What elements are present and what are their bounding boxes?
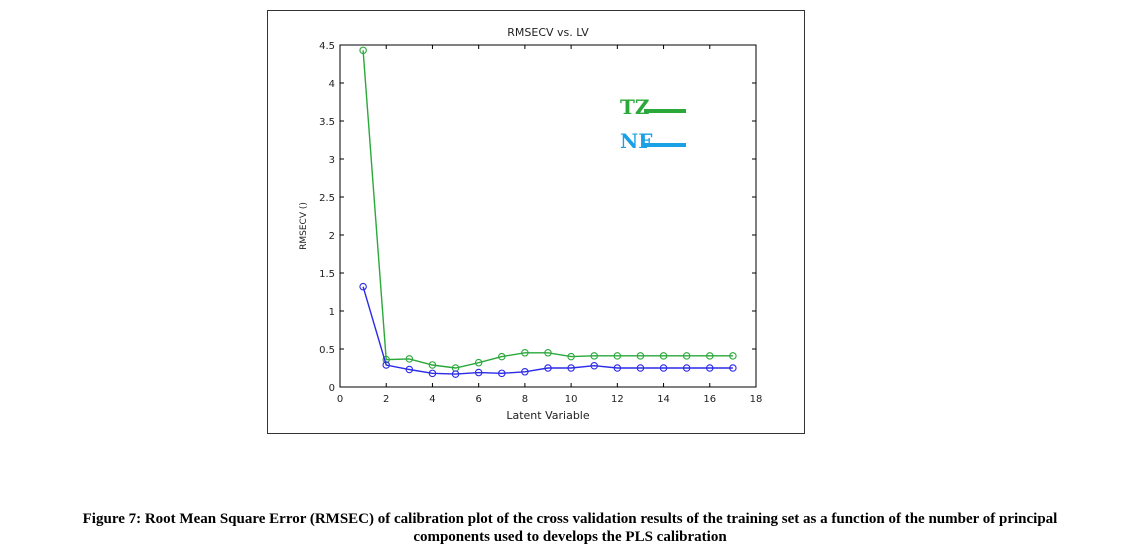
- x-axis-ticks: 0 2 4 6 8 10 12 14 16 18: [337, 45, 763, 405]
- data-point-tz: [636, 352, 645, 360]
- series-line-tz: [362, 50, 733, 369]
- data-point-nf: [359, 282, 367, 291]
- y-tick-label: 2.5: [319, 193, 335, 204]
- figure-caption: Figure 7: Root Mean Square Error (RMSEC)…: [0, 510, 1140, 546]
- data-point-nf: [659, 364, 668, 372]
- caption-line-1: Figure 7: Root Mean Square Error (RMSEC)…: [82, 511, 1058, 527]
- y-axis-label: RMSECV (): [299, 202, 309, 250]
- x-tick-label: 16: [703, 394, 716, 405]
- data-point-tz: [544, 349, 552, 357]
- data-point-tz: [729, 352, 737, 360]
- data-point-tz: [359, 46, 367, 55]
- data-point-nf: [636, 364, 645, 372]
- y-tick-label: 4.5: [319, 41, 335, 52]
- data-point-nf: [729, 364, 737, 372]
- y-tick-label: 1.5: [319, 269, 335, 280]
- chart-title: RMSECV vs. LV: [507, 26, 589, 39]
- x-tick-label: 12: [611, 394, 624, 405]
- x-tick-label: 8: [522, 394, 528, 405]
- data-point-tz: [659, 352, 668, 360]
- x-tick-label: 4: [429, 394, 435, 405]
- data-point-tz: [613, 352, 622, 360]
- data-point-nf: [544, 364, 552, 372]
- data-point-tz: [682, 352, 691, 360]
- y-tick-label: 0.5: [319, 345, 335, 356]
- data-point-nf: [590, 361, 598, 370]
- data-point-nf: [521, 368, 529, 376]
- data-point-nf: [382, 361, 390, 369]
- chart-figure: RMSECV vs. LV Latent Variable RMSECV () …: [267, 10, 805, 434]
- data-point-tz: [498, 352, 506, 361]
- y-tick-label: 4: [329, 79, 335, 90]
- y-axis-ticks: 0 0.5 1 1.5 2 2.5 3 3.5 4 4.5: [319, 41, 756, 394]
- data-point-nf: [706, 364, 714, 372]
- data-point-tz: [567, 352, 575, 361]
- x-tick-label: 0: [337, 394, 343, 405]
- data-point-tz: [521, 349, 529, 357]
- data-point-nf: [613, 364, 622, 372]
- y-tick-label: 3: [329, 155, 335, 166]
- data-point-nf: [451, 370, 460, 378]
- series-line-nf: [362, 286, 733, 375]
- data-point-nf: [682, 364, 691, 372]
- x-axis-label: Latent Variable: [506, 409, 590, 422]
- x-tick-label: 10: [565, 394, 578, 405]
- data-point-tz: [590, 352, 598, 360]
- data-point-tz: [428, 361, 437, 369]
- x-tick-label: 18: [750, 394, 763, 405]
- data-point-nf: [474, 368, 483, 377]
- chart-svg: RMSECV vs. LV Latent Variable RMSECV () …: [299, 26, 763, 422]
- series-group: [359, 46, 737, 378]
- legend-label-nf: NF: [620, 129, 652, 153]
- x-tick-label: 14: [657, 394, 670, 405]
- x-tick-label: 6: [475, 394, 481, 405]
- data-point-nf: [498, 369, 506, 378]
- y-tick-label: 1: [329, 307, 335, 318]
- data-point-tz: [706, 352, 714, 360]
- caption-line-2: components used to develops the PLS cali…: [413, 529, 727, 545]
- legend: TZ NF: [620, 95, 686, 153]
- data-point-tz: [474, 358, 483, 367]
- x-tick-label: 2: [383, 394, 389, 405]
- y-tick-label: 0: [329, 383, 335, 394]
- y-tick-label: 3.5: [319, 117, 335, 128]
- y-tick-label: 2: [329, 231, 335, 242]
- data-point-nf: [405, 365, 414, 374]
- legend-label-tz: TZ: [620, 95, 649, 119]
- data-point-tz: [405, 355, 414, 363]
- data-point-nf: [567, 364, 575, 372]
- plot-area-frame: [339, 44, 757, 388]
- data-point-nf: [428, 369, 437, 378]
